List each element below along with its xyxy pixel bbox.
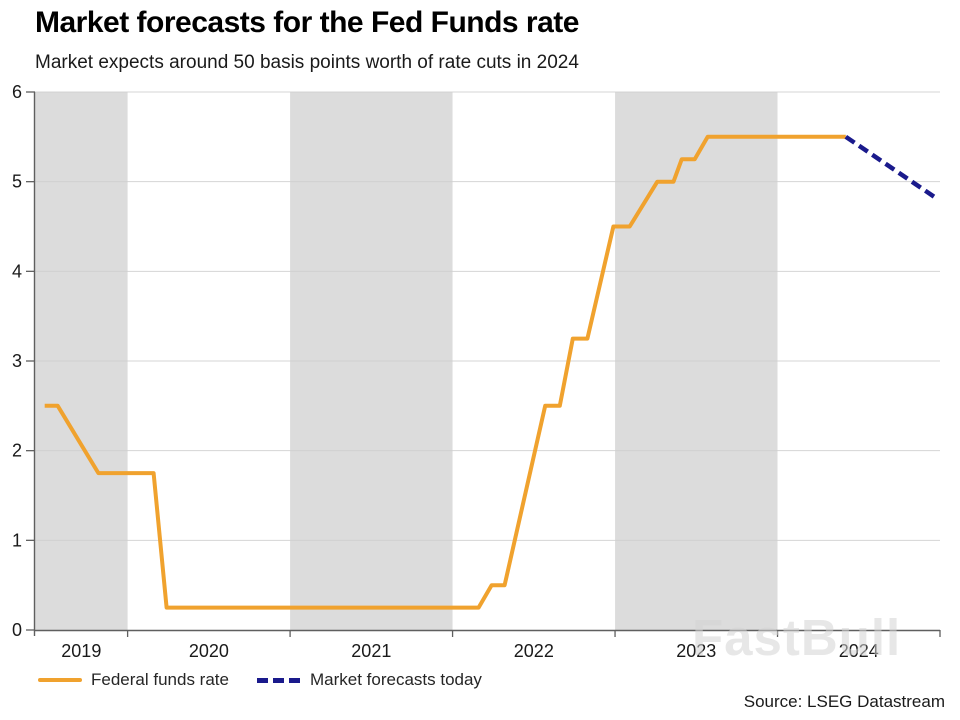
dashed-line-swatch-icon (256, 677, 301, 683)
y-tick-label: 4 (12, 261, 22, 281)
chart-legend: Federal funds rate Market forecasts toda… (38, 670, 482, 690)
y-axis-ticks: 0 1 2 3 4 5 6 (12, 82, 35, 640)
y-tick-label: 5 (12, 172, 22, 192)
legend-item-federal-funds-rate: Federal funds rate (38, 670, 229, 690)
y-tick-label: 6 (12, 82, 22, 102)
solid-line-swatch-icon (38, 678, 82, 682)
x-tick-label: 2022 (514, 641, 554, 661)
x-axis-labels: 2019 2020 2021 2022 2023 2024 (61, 641, 879, 661)
series-line-federal-funds-rate (44, 134, 846, 610)
legend-item-market-forecasts: Market forecasts today (256, 670, 482, 690)
y-tick-label: 2 (12, 441, 22, 461)
x-axis-ticks (126, 630, 941, 637)
chart-title: Market forecasts for the Fed Funds rate (35, 6, 579, 39)
y-tick-label: 3 (12, 351, 22, 371)
y-tick-label: 1 (12, 530, 22, 550)
x-tick-label: 2024 (839, 641, 879, 661)
axes (33, 92, 940, 636)
x-tick-label: 2023 (676, 641, 716, 661)
source-attribution: Source: LSEG Datastream (743, 692, 945, 711)
y-tick-label: 0 (12, 620, 22, 640)
x-tick-label: 2021 (351, 641, 391, 661)
chart-subtitle: Market expects around 50 basis points wo… (35, 52, 579, 73)
legend-label: Federal funds rate (91, 670, 229, 689)
gridlines (35, 91, 940, 541)
legend-label: Market forecasts today (309, 670, 482, 689)
series-line-market-forecasts (844, 134, 940, 202)
x-tick-label: 2019 (61, 641, 101, 661)
x-tick-label: 2020 (189, 641, 229, 661)
